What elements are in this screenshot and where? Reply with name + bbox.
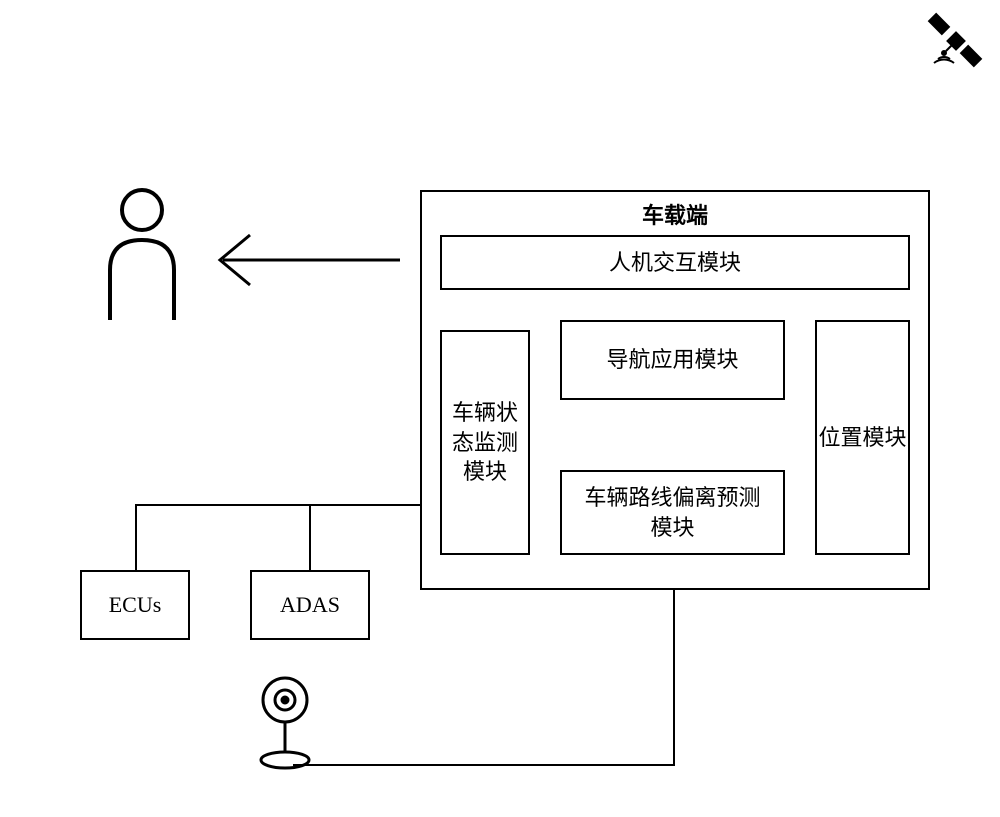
connector-line [309,504,311,570]
satellite-icon [920,5,990,75]
person-icon [95,185,190,325]
nav-app-label: 导航应用模块 [606,345,738,375]
hmi-module-box: 人机交互模块 [440,235,910,290]
route-deviation-module-box: 车辆路线偏离预测 模块 [560,470,785,555]
connector-line [135,504,420,506]
nav-app-module-box: 导航应用模块 [560,320,785,400]
adas-box: ADAS [250,570,370,640]
ecus-box: ECUs [80,570,190,640]
adas-label: ADAS [280,590,340,620]
camera-icon [245,672,325,772]
position-module-box: 位置模块 [815,320,910,555]
arrow-left-icon [210,225,405,295]
route-deviation-label: 车辆路线偏离预测 模块 [584,483,760,542]
vehicle-state-module-box: 车辆状 态监测 模块 [440,330,530,555]
onboard-title-text: 车载端 [642,203,708,228]
position-label: 位置模块 [818,423,906,453]
connector-line [293,764,675,766]
connector-line [135,504,137,570]
hmi-label: 人机交互模块 [609,248,741,278]
diagram-canvas: 车载端 人机交互模块 车辆状 态监测 模块 导航应用模块 车辆路线偏离预测 模块… [0,0,1000,817]
connector-line [293,764,295,766]
onboard-title: 车载端 [615,198,735,230]
connector-line [673,590,675,766]
ecus-label: ECUs [109,590,162,620]
vehicle-state-label: 车辆状 态监测 模块 [452,398,518,487]
